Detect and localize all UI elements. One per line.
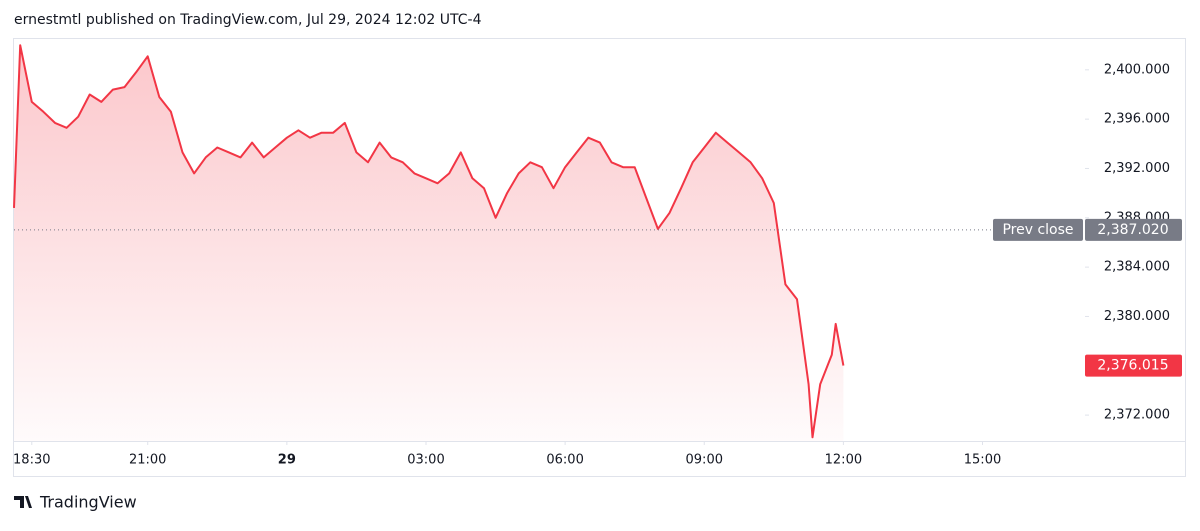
brand: TradingView — [39, 493, 137, 512]
area-fill — [14, 45, 844, 441]
prev-close-value-box — [1085, 218, 1182, 241]
x-tick-label: 06:00 — [546, 453, 583, 468]
y-tick-label: 2,396.000 — [1104, 112, 1170, 127]
y-tick-label: 2,400.000 — [1104, 62, 1170, 77]
chart-frame — [13, 38, 1186, 477]
last-price-label: 2,376.015 — [1097, 358, 1168, 374]
last-price-box — [1085, 354, 1182, 377]
prev-close-name: Prev close — [1002, 222, 1073, 238]
y-tick-label: 2,372.000 — [1104, 408, 1170, 423]
price-line — [13, 44, 845, 439]
x-tick-label: 21:00 — [129, 453, 166, 468]
x-tick-label: 15:00 — [964, 453, 1001, 468]
y-tick-label: 2,380.000 — [1104, 309, 1170, 324]
x-tick-label: 29 — [278, 453, 296, 468]
y-tick-label: 2,384.000 — [1104, 260, 1170, 275]
x-tick-label: 03:00 — [407, 453, 444, 468]
prev-close-value: 2,387.020 — [1097, 222, 1168, 238]
tradingview-logo — [14, 496, 32, 508]
x-tick-label: 09:00 — [686, 453, 723, 468]
header-title: ernestmtl published on TradingView.com, … — [14, 12, 482, 28]
prev-close-name-box — [993, 218, 1083, 241]
y-tick-label: 2,392.000 — [1104, 161, 1170, 176]
x-tick-label: 12:00 — [825, 453, 862, 468]
logo-icon — [14, 496, 32, 508]
x-tick-label: 18:30 — [13, 453, 50, 468]
